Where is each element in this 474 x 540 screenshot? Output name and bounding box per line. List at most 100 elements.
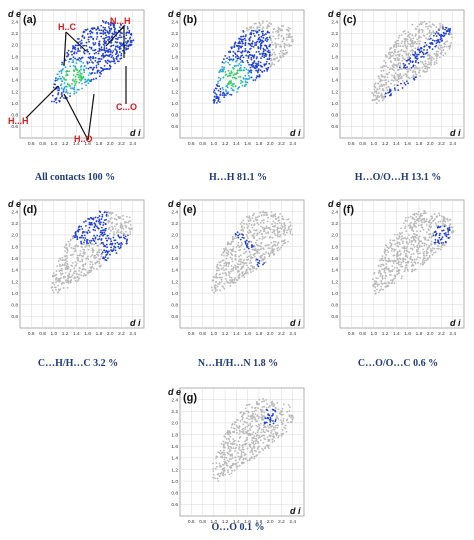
data-point	[271, 400, 274, 403]
annotation-arrow	[63, 31, 67, 67]
data-point	[269, 416, 272, 419]
data-point	[88, 231, 91, 234]
data-point	[410, 265, 413, 267]
data-point	[409, 45, 412, 47]
x-axis-label: d i	[290, 506, 301, 516]
data-point	[402, 30, 405, 33]
data-point	[231, 453, 233, 456]
data-point	[442, 220, 444, 223]
data-point	[250, 261, 253, 264]
x-tick-label: 2.2	[438, 331, 445, 336]
data-point	[265, 37, 267, 40]
data-point	[76, 73, 79, 76]
data-point	[69, 276, 72, 279]
data-point	[414, 41, 416, 44]
data-point	[67, 281, 69, 284]
data-point	[106, 234, 109, 237]
data-point	[89, 216, 92, 219]
data-point	[219, 77, 222, 80]
data-point	[441, 224, 444, 227]
data-point	[424, 67, 427, 70]
data-point	[443, 244, 446, 247]
data-point	[393, 76, 396, 78]
data-point	[113, 217, 116, 220]
data-point	[413, 78, 416, 81]
data-point	[228, 450, 231, 453]
data-point	[267, 66, 270, 69]
data-point	[415, 249, 418, 251]
data-point	[128, 216, 131, 219]
data-point	[255, 259, 257, 262]
data-points	[50, 19, 135, 104]
data-point	[109, 21, 112, 24]
data-point	[394, 72, 397, 75]
data-point	[256, 244, 259, 247]
data-point	[239, 45, 242, 48]
data-point	[107, 237, 110, 240]
data-point	[130, 33, 133, 36]
data-point	[233, 237, 236, 240]
data-point	[436, 245, 439, 247]
data-point	[414, 233, 417, 236]
data-point	[417, 213, 420, 216]
data-point	[430, 33, 433, 36]
data-point	[101, 213, 104, 216]
data-point	[77, 47, 80, 50]
data-point	[233, 83, 235, 85]
data-point	[238, 458, 241, 461]
data-point	[401, 240, 404, 243]
data-point	[285, 39, 288, 41]
data-point	[217, 89, 220, 92]
data-point	[89, 263, 92, 266]
data-point	[412, 236, 415, 239]
data-point	[241, 418, 244, 421]
data-point	[233, 469, 236, 472]
data-point	[107, 257, 109, 260]
data-point	[103, 219, 106, 222]
data-point	[384, 62, 387, 64]
data-point	[262, 210, 265, 213]
data-point	[61, 68, 64, 71]
data-point	[442, 229, 445, 232]
data-point	[405, 80, 408, 83]
data-point	[109, 238, 112, 240]
data-point	[251, 55, 254, 57]
data-point	[411, 39, 414, 42]
data-point	[257, 425, 259, 428]
data-point	[64, 250, 67, 253]
y-tick-label: 1.4	[171, 78, 178, 84]
data-point	[272, 436, 275, 439]
data-point	[387, 80, 390, 83]
data-point	[274, 244, 277, 247]
data-point	[86, 239, 89, 241]
data-point	[88, 72, 91, 74]
data-point	[217, 76, 220, 79]
data-point	[262, 426, 265, 429]
data-point	[397, 89, 400, 91]
data-point	[241, 414, 244, 417]
data-point	[447, 33, 450, 35]
data-point	[374, 286, 377, 289]
data-point	[257, 47, 260, 50]
data-point	[411, 226, 414, 229]
data-point	[221, 276, 223, 279]
data-point	[431, 217, 434, 219]
data-point	[100, 58, 103, 60]
data-point	[380, 94, 383, 97]
data-point	[392, 52, 395, 55]
data-point	[254, 241, 257, 244]
data-point	[441, 242, 444, 245]
data-point	[248, 443, 251, 446]
data-point	[105, 61, 107, 63]
data-point	[110, 45, 112, 48]
data-point	[250, 25, 253, 28]
data-point	[224, 60, 227, 63]
data-point	[267, 51, 270, 54]
data-point	[79, 253, 82, 255]
data-point	[249, 428, 251, 430]
data-point	[245, 54, 248, 57]
data-point	[257, 442, 260, 445]
data-point	[269, 235, 272, 238]
data-point	[385, 72, 388, 75]
data-point	[90, 72, 93, 74]
